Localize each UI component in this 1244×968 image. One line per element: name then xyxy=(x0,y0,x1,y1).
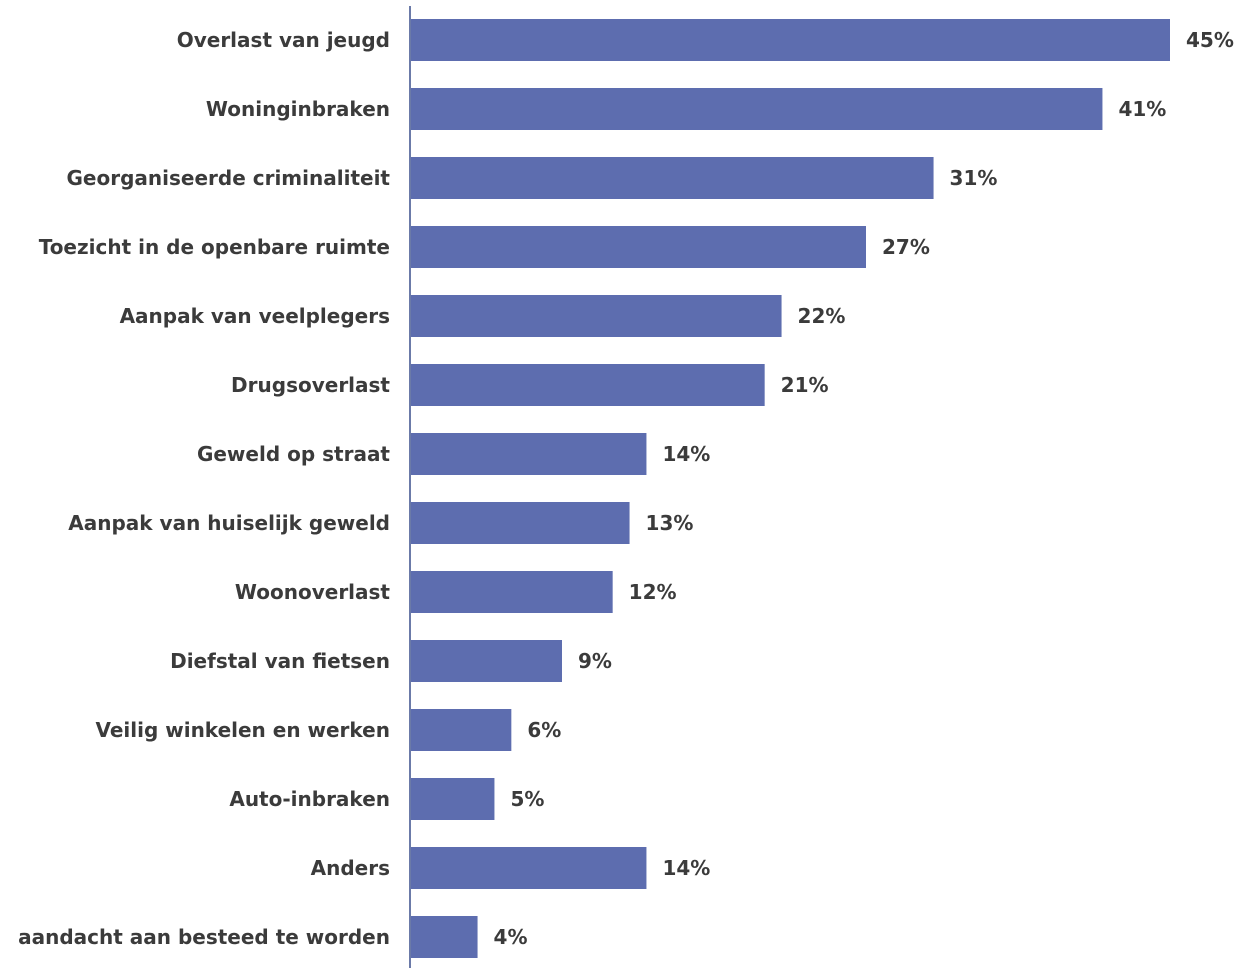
category-label: Anders xyxy=(311,856,390,880)
category-label: Drugsoverlast xyxy=(231,373,390,397)
bar xyxy=(410,433,647,475)
data-label: 31% xyxy=(950,166,998,190)
bar xyxy=(410,364,765,406)
bars-group xyxy=(410,19,1170,958)
category-label: Geweld op straat xyxy=(197,442,390,466)
data-label: 45% xyxy=(1186,28,1234,52)
data-label: 9% xyxy=(578,649,612,673)
category-label: Overlast van jeugd xyxy=(177,28,390,52)
bar xyxy=(410,709,512,751)
bar xyxy=(410,571,613,613)
bar xyxy=(410,502,630,544)
category-label: Woonoverlast xyxy=(235,580,391,604)
category-label: Auto-inbraken xyxy=(229,787,390,811)
data-label: 14% xyxy=(662,442,710,466)
bar xyxy=(410,847,647,889)
bar xyxy=(410,157,934,199)
value-labels-group: 45% 41% 31% 27% 22% 21% 14% 13% 12% 9% 6% 5% 14% 4% xyxy=(494,28,1234,949)
data-label: 5% xyxy=(510,787,544,811)
category-label: Toezicht in de openbare ruimte xyxy=(39,235,390,259)
bar xyxy=(410,88,1103,130)
category-label: Aanpak van veelplegers xyxy=(120,304,390,328)
data-label: 4% xyxy=(494,925,528,949)
bar xyxy=(410,226,866,268)
category-label: aandacht aan besteed te worden xyxy=(18,925,390,949)
data-label: 27% xyxy=(882,235,930,259)
data-label: 22% xyxy=(798,304,846,328)
category-label: Aanpak van huiselijk geweld xyxy=(68,511,390,535)
category-labels-group: Overlast van jeugd Woninginbraken Georgani… xyxy=(18,28,390,949)
data-label: 12% xyxy=(629,580,677,604)
bar xyxy=(410,916,478,958)
bar xyxy=(410,778,495,820)
bar xyxy=(410,295,782,337)
bar xyxy=(410,19,1170,61)
category-label: Veilig winkelen en werken xyxy=(95,718,390,742)
category-label: Woninginbraken xyxy=(206,97,390,121)
data-label: 21% xyxy=(781,373,829,397)
category-label: Georganiseerde criminaliteit xyxy=(67,166,391,190)
category-label: Diefstal van fietsen xyxy=(170,649,390,673)
data-label: 13% xyxy=(646,511,694,535)
data-label: 14% xyxy=(662,856,710,880)
data-label: 6% xyxy=(527,718,561,742)
data-label: 41% xyxy=(1118,97,1166,121)
bar xyxy=(410,640,562,682)
